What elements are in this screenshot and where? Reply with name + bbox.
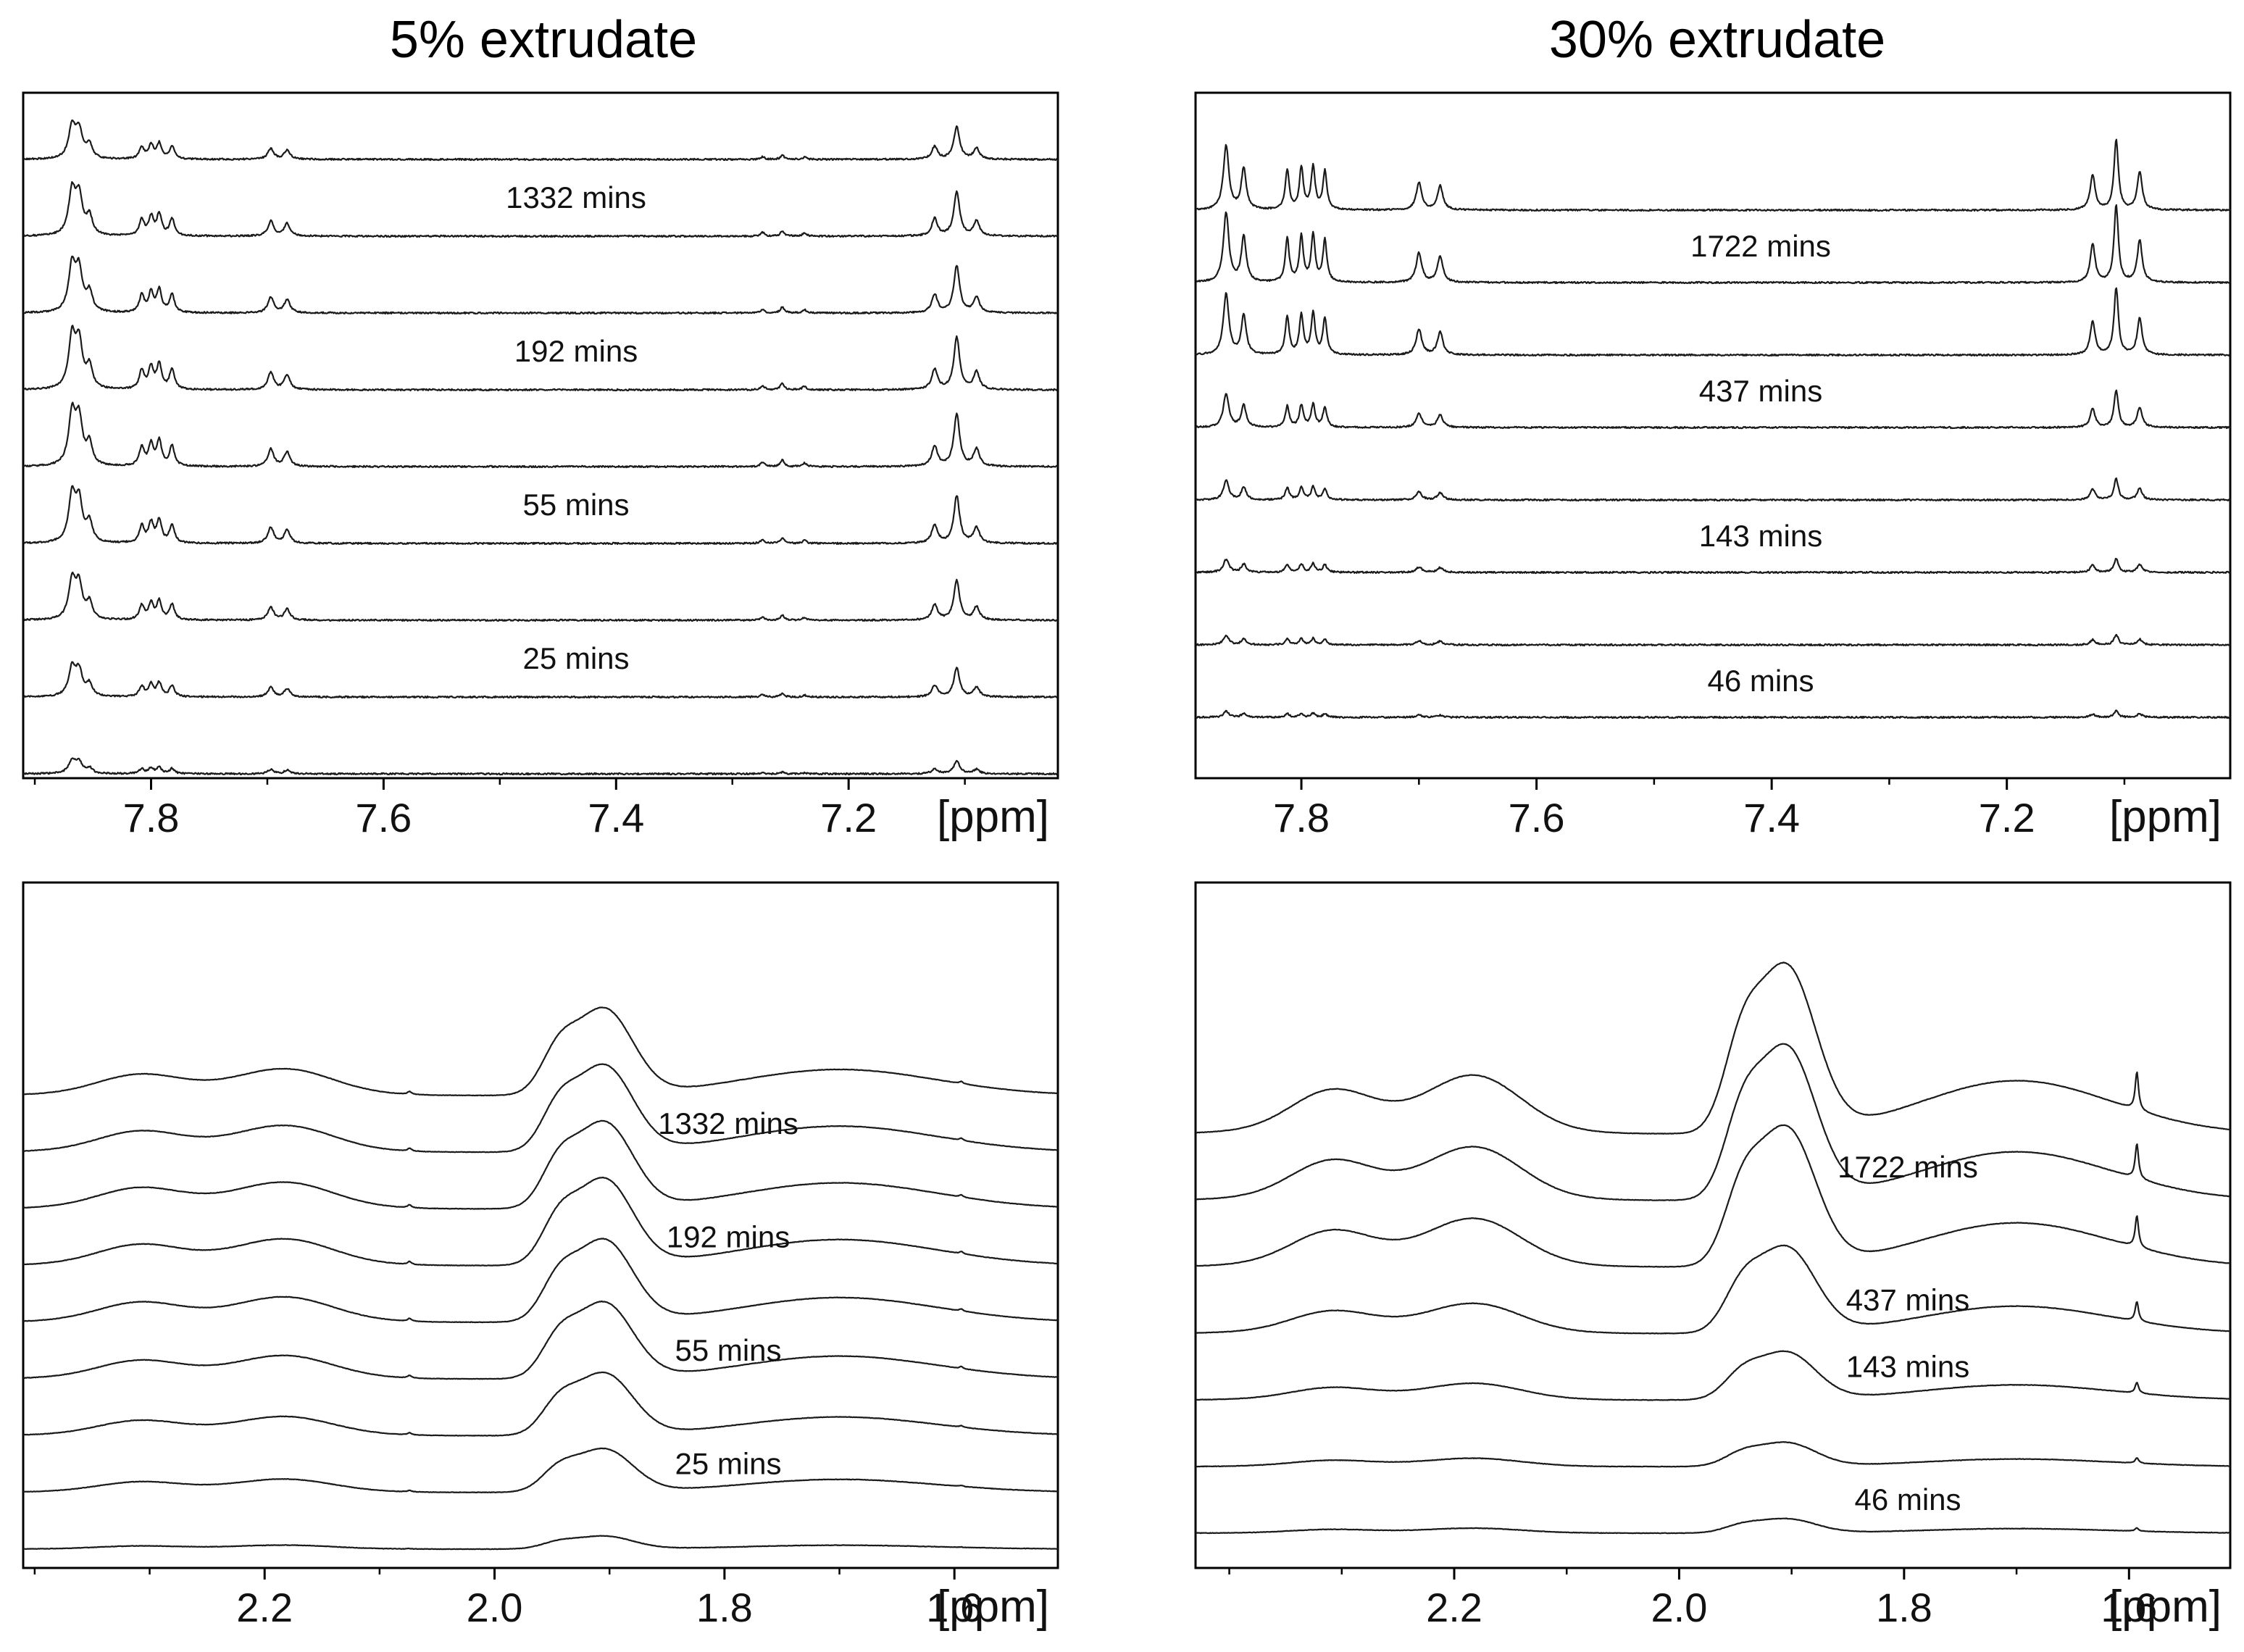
spectrum-trace-4	[22, 401, 1059, 469]
x-tick-label-1: 7.6	[1509, 795, 1565, 840]
spectrum-trace-2	[22, 1371, 1059, 1437]
spectrum-trace-7	[22, 1063, 1059, 1154]
spectrum-trace-6	[22, 1119, 1059, 1210]
time-label-2: 55 mins	[675, 1333, 781, 1367]
x-axis-unit: [ppm]	[2109, 1582, 2222, 1632]
time-label-2: 143 mins	[1699, 519, 1822, 553]
panel-30pct-aromatic: 1722 mins 437 mins 143 mins 46 mins 7.8 7.6 7.…	[1194, 91, 2232, 842]
time-label-3: 25 mins	[675, 1447, 781, 1481]
time-label-1: 192 mins	[514, 334, 638, 368]
spectrum-trace-4	[22, 1238, 1059, 1324]
spectrum-trace-6	[22, 255, 1059, 315]
x-tick-label-1: 2.0	[1651, 1585, 1708, 1630]
panel-5pct-aliphatic: 1332 mins 192 mins 55 mins 25 mins 2.2 2.0 1.8…	[22, 881, 1059, 1632]
x-tick-label-1: 2.0	[467, 1585, 523, 1630]
spectrum-trace-3	[22, 485, 1059, 546]
time-label-2: 143 mins	[1846, 1349, 1969, 1383]
x-tick-label-2: 1.8	[1876, 1585, 1932, 1630]
spectrum-trace-1	[1195, 633, 2231, 647]
spectrum-trace-7	[22, 181, 1059, 238]
plot-frame	[1194, 91, 2232, 780]
spectrum-trace-6	[1195, 204, 2231, 285]
spectrum-trace-4	[1195, 1124, 2231, 1268]
spectrum-trace-7	[1195, 138, 2231, 212]
plot-frame	[22, 881, 1059, 1569]
plot-frame	[22, 91, 1059, 780]
spectrum-trace-8	[22, 1006, 1059, 1097]
spectrum-trace-0	[1195, 709, 2231, 719]
x-tick-label-0: 2.2	[236, 1585, 293, 1630]
spectrum-trace-5	[1195, 287, 2231, 357]
spectrum-trace-3	[22, 1300, 1059, 1380]
spectrum-trace-1	[1195, 1441, 2231, 1468]
time-label-3: 25 mins	[522, 641, 629, 675]
x-tick-label-0: 7.8	[1273, 795, 1330, 840]
time-label-1: 192 mins	[667, 1220, 790, 1254]
x-axis-unit: [ppm]	[937, 792, 1049, 842]
time-label-0: 1722 mins	[1838, 1150, 1978, 1184]
spectrum-trace-4	[1195, 389, 2231, 430]
panel-5pct-aromatic: 1332 mins 192 mins 55 mins 25 mins 7.8 7.6 7.4…	[22, 91, 1059, 842]
x-tick-label-3: 7.2	[820, 795, 877, 840]
time-label-3: 46 mins	[1707, 664, 1814, 698]
time-label-0: 1332 mins	[658, 1106, 798, 1140]
x-tick-label-2: 1.8	[696, 1585, 753, 1630]
time-label-0: 1332 mins	[506, 180, 646, 214]
x-tick-label-2: 7.4	[588, 795, 644, 840]
x-axis-unit: [ppm]	[2109, 792, 2222, 842]
left-column-title: 5% extrudate	[389, 11, 698, 69]
spectrum-trace-0	[22, 757, 1059, 776]
spectrum-trace-5	[22, 325, 1059, 392]
x-tick-label-1: 7.6	[355, 795, 412, 840]
time-label-1: 437 mins	[1699, 374, 1822, 408]
spectrum-trace-0	[22, 1535, 1059, 1551]
spectrum-trace-3	[1195, 477, 2231, 502]
time-label-0: 1722 mins	[1690, 229, 1831, 263]
spectrum-trace-2	[1195, 557, 2231, 575]
x-tick-label-3: 1.6	[926, 1585, 983, 1630]
x-tick-label-3: 1.6	[2101, 1585, 2157, 1630]
panel-30pct-aliphatic: 1722 mins 437 mins 143 mins 46 mins 2.2 2.0 1.…	[1194, 881, 2232, 1632]
spectrum-trace-5	[1195, 1043, 2231, 1201]
time-label-1: 437 mins	[1846, 1283, 1969, 1317]
x-axis-unit: [ppm]	[937, 1582, 1049, 1632]
x-tick-label-3: 7.2	[1979, 795, 2035, 840]
spectrum-trace-6	[1195, 961, 2231, 1135]
spectrum-trace-1	[22, 1447, 1059, 1493]
x-tick-label-2: 7.4	[1743, 795, 1800, 840]
plot-frame	[1194, 881, 2232, 1569]
spectrum-trace-2	[22, 571, 1059, 622]
right-column-title: 30% extrudate	[1548, 11, 1886, 69]
time-label-2: 55 mins	[522, 488, 629, 522]
x-tick-label-0: 7.8	[123, 795, 180, 840]
spectrum-trace-1	[22, 661, 1059, 699]
x-tick-label-0: 2.2	[1426, 1585, 1482, 1630]
spectrum-trace-2	[1195, 1350, 2231, 1401]
spectrum-trace-8	[22, 120, 1059, 162]
time-label-3: 46 mins	[1854, 1482, 1961, 1517]
spectrum-trace-3	[1195, 1244, 2231, 1335]
spectrum-trace-0	[1195, 1517, 2231, 1535]
spectrum-trace-5	[22, 1176, 1059, 1267]
